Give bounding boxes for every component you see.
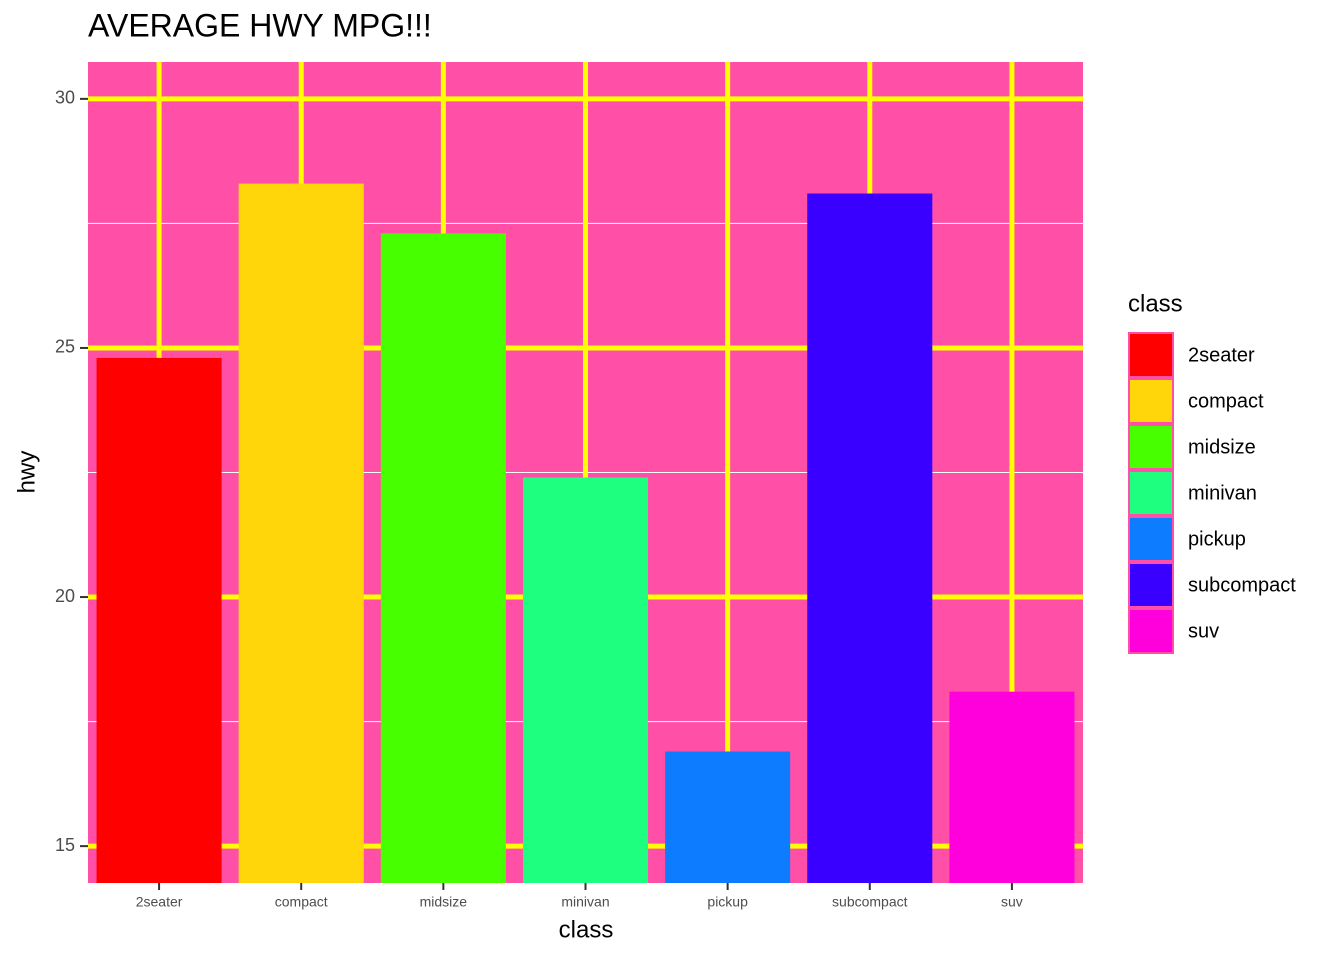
legend-label: 2seater (1188, 344, 1255, 366)
x-tick-label: compact (275, 894, 328, 910)
bar (522, 477, 649, 883)
bar (665, 751, 791, 883)
chart-title: AVERAGE HWY MPG!!! (88, 7, 432, 43)
legend-key (1128, 470, 1174, 516)
legend-key (1128, 378, 1174, 424)
bar (949, 691, 1075, 883)
bar (96, 357, 222, 883)
legend-key (1128, 608, 1174, 654)
bar (807, 193, 933, 884)
legend-key (1128, 424, 1174, 470)
legend-label: compact (1188, 390, 1264, 412)
legend-label: subcompact (1188, 574, 1296, 596)
x-tick-label: 2seater (136, 894, 183, 910)
x-tick-label: midsize (420, 894, 468, 910)
y-tick-label: 30 (55, 88, 75, 108)
x-axis-title: class (559, 916, 614, 943)
bar (380, 233, 506, 883)
legend-label: pickup (1188, 528, 1246, 550)
legend-key (1128, 562, 1174, 608)
legend-title: class (1128, 290, 1183, 317)
x-tick-label: minivan (561, 894, 609, 910)
legend-label: minivan (1188, 482, 1257, 504)
y-axis-title: hwy (13, 451, 40, 494)
bar (238, 183, 364, 883)
legend-key (1128, 332, 1174, 378)
x-tick-label: pickup (707, 894, 748, 910)
y-tick-label: 25 (55, 337, 75, 357)
x-tick-label: suv (1001, 894, 1023, 910)
x-tick-label: subcompact (832, 894, 908, 910)
legend-label: suv (1188, 620, 1219, 642)
legend-label: midsize (1188, 436, 1256, 458)
y-tick-label: 20 (55, 586, 75, 606)
legend-key (1128, 516, 1174, 562)
y-tick-label: 15 (55, 835, 75, 855)
